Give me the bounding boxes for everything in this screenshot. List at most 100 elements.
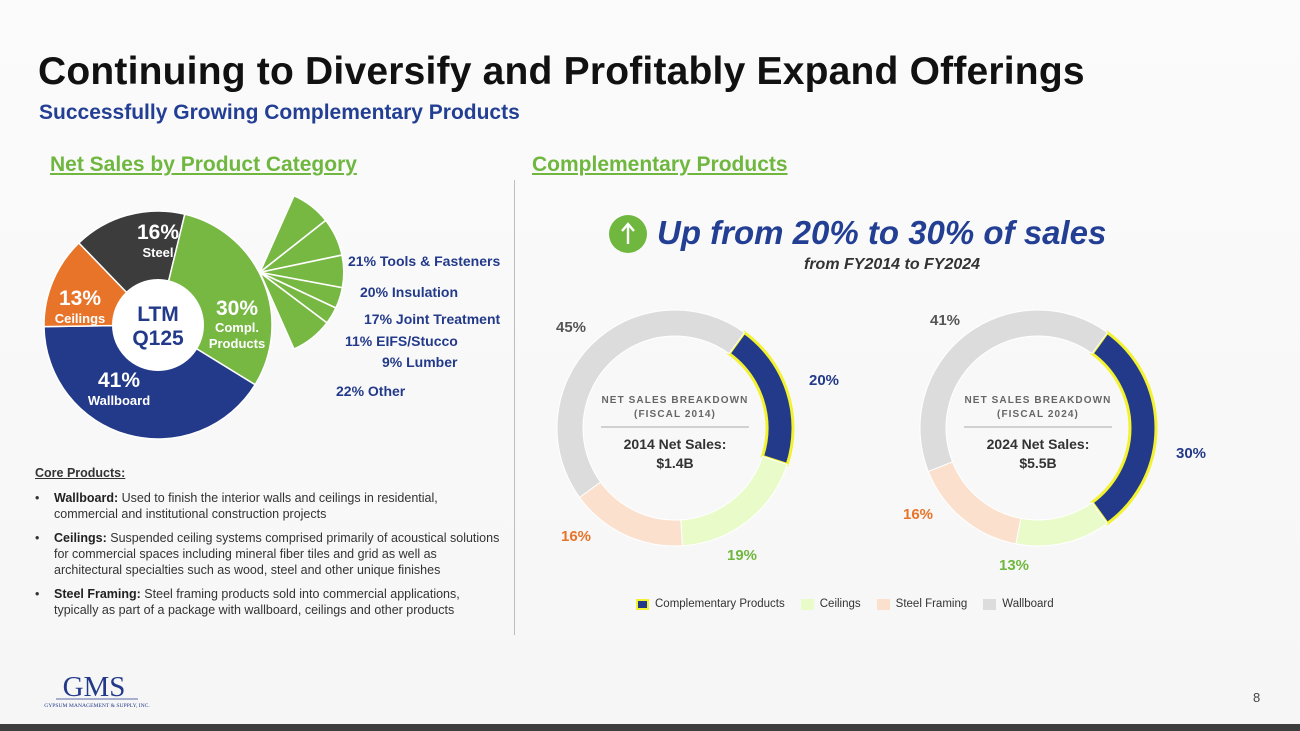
legend-label: Complementary Products: [655, 598, 785, 610]
donut-slice-label: 19%: [727, 547, 757, 564]
bullet: •: [35, 491, 40, 505]
donut-slice-comp: [1089, 330, 1158, 526]
donut-slice-label: 41%: [930, 312, 960, 329]
core-item-ceilings: • Ceilings: Suspended ceiling systems co…: [35, 530, 505, 578]
pie-center-label: Q125: [132, 327, 184, 350]
breakdown-pct: 20%: [360, 284, 392, 300]
bullet: •: [35, 587, 40, 601]
footer-bar: [0, 724, 1300, 731]
page-subtitle: Successfully Growing Complementary Produ…: [39, 101, 520, 124]
complementary-section-title: Complementary Products: [532, 153, 788, 176]
legend-swatch: [876, 598, 890, 610]
pie-slice-value: 16%: [137, 221, 179, 244]
breakdown-name: Other: [368, 383, 406, 399]
breakdown-pct: 22%: [336, 383, 368, 399]
core-item-text: Suspended ceiling systems comprised prim…: [54, 531, 500, 577]
donut-slice-label: 16%: [903, 506, 933, 523]
page-title: Continuing to Diversify and Profitably E…: [38, 50, 1085, 93]
donut-slice-label: 16%: [561, 528, 591, 545]
legend-swatch: [983, 598, 997, 610]
arrow-up-glyph: [621, 222, 635, 244]
donut-chart-2024: 30% 13% 16% 41% NET SALES BREAKDOWN (FISCAL 2…: [903, 309, 1206, 574]
donut-title: NET SALES BREAKDOWN: [601, 395, 748, 406]
donut-slice-label: 20%: [809, 372, 839, 389]
donut-slice-wall: [919, 309, 1109, 473]
pie-slice-value: 13%: [59, 287, 101, 310]
breakdown-label: 11% EIFS/Stucco: [345, 333, 458, 349]
breakdown-pct: 9%: [382, 354, 406, 370]
core-item-term: Wallboard:: [54, 491, 119, 505]
donut-title: NET SALES BREAKDOWN: [964, 395, 1111, 406]
pie-slice-name: Compl.: [215, 320, 259, 335]
headline-subtext: from FY2014 to FY2024: [804, 256, 981, 273]
donut-title: (FISCAL 2014): [634, 409, 716, 420]
up-arrow-icon: [609, 215, 647, 253]
breakdown-name: Insulation: [392, 284, 458, 300]
donut-total: $5.5B: [1019, 455, 1056, 471]
core-item-term: Ceilings:: [54, 531, 107, 545]
pie-slice-name: Wallboard: [88, 393, 150, 408]
pie-slice-name: Products: [209, 336, 265, 351]
breakdown-label: 22% Other: [336, 383, 406, 399]
donut-slice-label: 45%: [556, 319, 586, 336]
donut-chart-2014: 20% 19% 16% 45% NET SALES BREAKDOWN (FISCAL 2…: [556, 309, 839, 564]
core-products-list: Core Products: • Wallboard: Used to fini…: [35, 465, 505, 626]
breakdown-pct: 17%: [364, 311, 396, 327]
core-item-text: Used to finish the interior walls and ce…: [54, 491, 438, 521]
logo-wordmark: GMS: [63, 671, 126, 703]
legend-swatch: [800, 598, 814, 610]
pie-center: [112, 279, 204, 371]
breakdown-label: 17% Joint Treatment: [364, 311, 501, 327]
logo-tagline: GYPSUM MANAGEMENT & SUPPLY, INC.: [44, 703, 150, 709]
breakdown-pct: 11%: [345, 333, 376, 349]
donut-slice-wall: [556, 309, 746, 499]
legend-label: Wallboard: [1002, 598, 1054, 610]
legend-item-wallboard: Wallboard: [983, 598, 1054, 610]
donut-slice-steel: [927, 461, 1022, 545]
donut-total: $1.4B: [656, 455, 693, 471]
breakdown-slice: [257, 269, 329, 351]
donut-slice-label: 30%: [1176, 445, 1206, 462]
breakdown-label: 20% Insulation: [360, 284, 458, 300]
donut-total: 2014 Net Sales:: [624, 436, 727, 452]
legend-item-steel-framing: Steel Framing: [876, 598, 968, 610]
core-item-term: Steel Framing:: [54, 587, 141, 601]
core-products-heading: Core Products:: [35, 466, 126, 480]
legend-item-ceilings: Ceilings: [800, 598, 861, 610]
pie-center-label: LTM: [137, 303, 179, 326]
donut-slice-steel: [578, 481, 683, 547]
donut-title: (FISCAL 2024): [997, 409, 1079, 420]
donut-slice-label: 13%: [999, 557, 1029, 574]
section-divider: [514, 180, 515, 635]
page-number: 8: [1253, 690, 1261, 705]
donut-slice-ceil: [1015, 501, 1109, 547]
core-item-steel-framing: • Steel Framing: Steel framing products …: [35, 586, 505, 618]
net-sales-section-title: Net Sales by Product Category: [50, 153, 357, 176]
breakdown-pct: 21%: [348, 253, 380, 269]
breakdown-name: Joint Treatment: [396, 311, 501, 327]
breakdown-label: 21% Tools & Fasteners: [348, 253, 500, 269]
donut-slice-ceil: [680, 455, 788, 547]
core-item-text: Steel framing products sold into commerc…: [54, 587, 460, 617]
legend-label: Steel Framing: [895, 598, 968, 610]
pie-slice-name: Steel: [142, 245, 173, 260]
breakdown-label: 9% Lumber: [382, 354, 458, 370]
donut-total: 2024 Net Sales:: [987, 436, 1090, 452]
breakdown-name: EIFS/Stucco: [376, 333, 458, 349]
core-item-wallboard: • Wallboard: Used to finish the interior…: [35, 490, 505, 522]
pie-slice-name: Ceilings: [55, 311, 106, 326]
pie-slice-value: 30%: [216, 297, 258, 320]
bullet: •: [35, 531, 40, 545]
legend-swatch: [636, 598, 649, 610]
legend-label: Ceilings: [819, 598, 861, 610]
gms-logo: GMS GYPSUM MANAGEMENT & SUPPLY, INC.: [44, 671, 150, 709]
headline: Up from 20% to 30% of sales: [657, 214, 1107, 251]
donut-legend: Complementary Products Ceilings Steel Fr…: [636, 598, 1070, 610]
pie-slice-wallboard: [43, 324, 257, 440]
legend-item-complementary: Complementary Products: [636, 598, 785, 610]
breakdown-name: Lumber: [406, 354, 458, 370]
pie-slice-value: 41%: [98, 369, 140, 392]
breakdown-name: Tools & Fasteners: [380, 253, 501, 269]
